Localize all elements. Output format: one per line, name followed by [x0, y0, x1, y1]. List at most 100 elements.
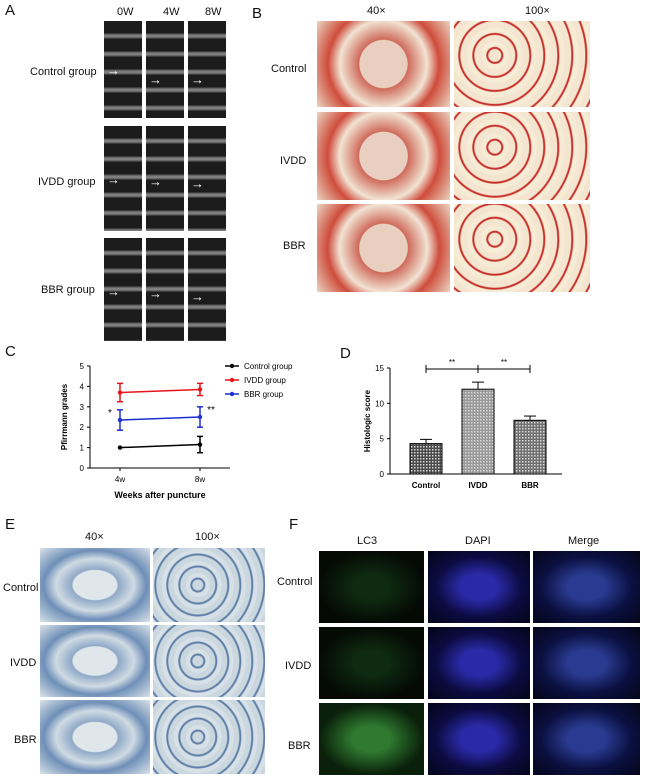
- panel-b-row-ivdd: IVDD: [280, 155, 307, 167]
- arrow-icon: →: [107, 63, 120, 78]
- fl-control-lc3: [319, 551, 424, 623]
- x-tick-label: BBR: [521, 481, 539, 490]
- significance-label: **: [449, 358, 455, 367]
- data-point: [197, 387, 203, 392]
- data-point: [117, 445, 123, 450]
- x-tick-label: 8w: [195, 475, 205, 484]
- panel-e-row-bbr: BBR: [14, 734, 37, 746]
- mri-bbr-0w: [104, 238, 142, 341]
- fl-ivdd-lc3: [319, 627, 424, 699]
- mri-ivdd-8w: [188, 126, 226, 231]
- ab-control-100x: [153, 548, 265, 622]
- he-ivdd-40x: [317, 112, 450, 200]
- y-tick-label: 0: [80, 464, 85, 473]
- he-control-100x: [454, 21, 590, 107]
- panel-a-letter: A: [5, 2, 16, 19]
- bar: [409, 443, 443, 475]
- arrow-icon: →: [149, 72, 162, 87]
- bar: [513, 419, 547, 475]
- mri-control-4w: [146, 21, 184, 118]
- panel-a-row-control: Control group: [30, 66, 97, 78]
- fl-control-merge: [533, 551, 640, 623]
- x-tick-label: Control: [412, 481, 440, 490]
- ab-ivdd-40x: [40, 625, 150, 697]
- data-point: [117, 390, 123, 395]
- y-tick-label: 4: [80, 382, 85, 391]
- fl-bbr-dapi: [428, 703, 530, 775]
- histologic-score-bar-chart: 0 5 10 15 Histologic score Control IVDD BBR ** **: [363, 358, 562, 490]
- fl-ivdd-dapi: [428, 627, 530, 699]
- panel-e-row-control: Control: [3, 582, 39, 594]
- series-line: [119, 443, 201, 449]
- panel-a-col-4w: 4W: [163, 6, 180, 18]
- data-point: [117, 417, 123, 423]
- panel-f-row-control: Control: [277, 576, 313, 588]
- y-tick-label: 0: [380, 470, 385, 479]
- panel-b-row-bbr: BBR: [283, 240, 306, 252]
- bar: [461, 388, 495, 475]
- panel-e-col-40x: 40×: [85, 531, 104, 543]
- ab-control-40x: [40, 548, 150, 622]
- panel-f-col-lc3: LC3: [357, 535, 378, 547]
- panel-e-letter: E: [5, 516, 16, 533]
- panel-f-letter: F: [289, 516, 299, 533]
- mri-control-0w: [104, 21, 142, 118]
- y-tick-label: 1: [80, 444, 85, 453]
- series-line: [119, 416, 201, 421]
- panel-e-row-ivdd: IVDD: [10, 657, 37, 669]
- arrow-icon: →: [191, 72, 204, 87]
- panel-f-row-ivdd: IVDD: [285, 660, 312, 672]
- x-axis-title: Weeks after puncture: [114, 490, 205, 500]
- ab-bbr-40x: [40, 700, 150, 774]
- y-tick-label: 5: [80, 362, 85, 371]
- panel-b-col-100x: 100×: [525, 5, 550, 17]
- panel-e-col-100x: 100×: [195, 531, 220, 543]
- he-control-40x: [317, 21, 450, 107]
- arrow-icon: →: [149, 174, 162, 189]
- panel-a-row-ivdd: IVDD group: [38, 176, 96, 188]
- legend-label: IVDD group: [244, 376, 286, 385]
- y-tick-label: 15: [375, 364, 384, 373]
- panel-b-col-40x: 40×: [367, 5, 386, 17]
- data-point: [197, 442, 203, 447]
- y-tick-label: 2: [80, 423, 85, 432]
- y-axis-title: Histologic score: [363, 389, 372, 452]
- arrow-icon: →: [149, 286, 162, 301]
- arrow-icon: →: [191, 289, 204, 304]
- legend-marker: [229, 363, 235, 369]
- arrow-icon: →: [107, 284, 120, 299]
- he-bbr-100x: [454, 204, 590, 292]
- y-tick-label: 5: [380, 435, 385, 444]
- arrow-icon: →: [107, 172, 120, 187]
- x-tick-label: 4w: [115, 475, 125, 484]
- panel-b-letter: B: [252, 5, 263, 22]
- data-point: [197, 414, 203, 420]
- y-tick-label: 3: [80, 403, 85, 412]
- panel-a-col-8w: 8W: [205, 6, 222, 18]
- mri-ivdd-0w: [104, 126, 142, 231]
- ab-ivdd-100x: [153, 625, 265, 697]
- significance-label: **: [501, 358, 507, 367]
- ab-bbr-100x: [153, 700, 265, 774]
- panel-f-col-merge: Merge: [568, 535, 600, 547]
- significance-mark: **: [207, 405, 215, 416]
- mri-ivdd-4w: [146, 126, 184, 231]
- he-ivdd-100x: [454, 112, 590, 200]
- panel-f-col-dapi: DAPI: [465, 535, 491, 547]
- panel-f-row-bbr: BBR: [288, 740, 311, 752]
- fl-bbr-lc3: [319, 703, 424, 775]
- legend-label: BBR group: [244, 390, 284, 399]
- panel-d-letter: D: [340, 345, 351, 362]
- panel-c-letter: C: [5, 343, 16, 360]
- y-axis-title: Pfirrmann grades: [60, 383, 69, 450]
- mri-bbr-4w: [146, 238, 184, 341]
- panel-b-row-control: Control: [271, 63, 307, 75]
- y-tick-label: 10: [375, 399, 384, 408]
- fl-control-dapi: [428, 551, 530, 623]
- significance-mark: *: [108, 408, 112, 419]
- legend-marker: [229, 391, 235, 397]
- mri-bbr-8w: [188, 238, 226, 341]
- mri-control-8w: [188, 21, 226, 118]
- he-bbr-40x: [317, 204, 450, 292]
- legend-label: Control group: [244, 362, 293, 371]
